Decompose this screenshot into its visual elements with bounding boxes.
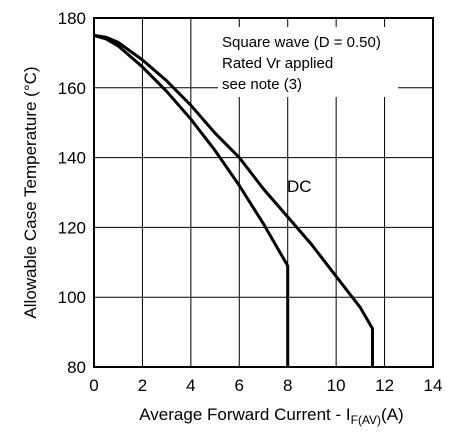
annotation-note: see note (3)	[222, 76, 302, 93]
y-axis-title: Allowable Case Temperature (°C)	[21, 66, 40, 318]
x-tick-label-14: 14	[424, 376, 443, 395]
y-tick-label-160: 160	[58, 79, 86, 98]
x-tick-label-0: 0	[89, 376, 98, 395]
x-tick-label-4: 4	[186, 376, 195, 395]
y-tick-label-140: 140	[58, 149, 86, 168]
x-tick-label-8: 8	[283, 376, 292, 395]
series-line-dc	[93, 33, 374, 367]
x-axis-title-main: Average Forward Current - I	[139, 405, 350, 424]
x-axis-title-sub-av: (AV)	[358, 413, 381, 427]
x-tick-label-6: 6	[235, 376, 244, 395]
series-group	[93, 33, 374, 367]
y-tick-label-180: 180	[58, 9, 86, 28]
x-tick-label-10: 10	[327, 376, 346, 395]
x-axis-title-sub-f: F	[351, 413, 358, 427]
y-tick-label-80: 80	[67, 358, 86, 377]
annotation-background	[218, 27, 398, 97]
plot-frame	[93, 17, 434, 368]
y-tick-label-100: 100	[58, 288, 86, 307]
series-label-dc: DC	[287, 177, 312, 196]
x-axis-title: Average Forward Current - IF(AV)(A)	[139, 405, 403, 427]
annotation-square-wave: Square wave (D = 0.50)	[222, 34, 381, 51]
x-tick-label-2: 2	[138, 376, 147, 395]
x-axis-title-unit: (A)	[381, 405, 404, 424]
y-tick-labels: 80 100 120 140 160 180	[58, 9, 86, 377]
series-line-square-wave	[93, 33, 290, 367]
y-tick-label-120: 120	[58, 218, 86, 237]
x-axis-title-subscript: F(AV)	[351, 413, 381, 427]
x-tick-label-12: 12	[375, 376, 394, 395]
annotation-rated-vr: Rated Vr applied	[222, 55, 333, 72]
x-tick-labels: 0 2 4 6 8 10 12 14	[89, 376, 442, 395]
